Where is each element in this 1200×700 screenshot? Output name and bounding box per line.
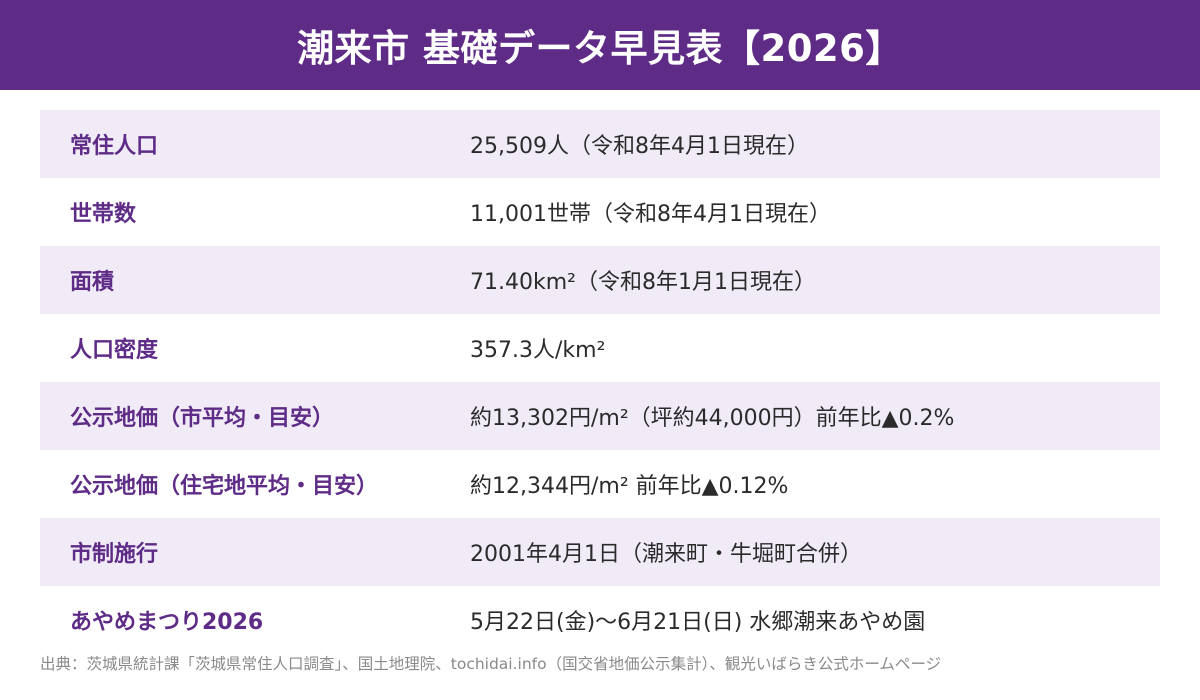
data-table: 常住人口 25,509人（令和8年4月1日現在） 世帯数 11,001世帯（令和… — [40, 110, 1160, 654]
page-title: 潮来市 基礎データ早見表【2026】 — [297, 27, 903, 70]
row-label: 世帯数 — [70, 202, 137, 227]
row-value: 25,509人（令和8年4月1日現在） — [470, 134, 809, 159]
row-value: 約13,302円/m²（坪約44,000円）前年比▲0.2% — [470, 406, 955, 431]
table-row-density: 人口密度 357.3人/km² — [40, 314, 1160, 382]
row-label: 公示地価（住宅地平均・目安） — [70, 474, 379, 499]
row-value: 357.3人/km² — [470, 338, 606, 363]
row-label: 面積 — [70, 270, 115, 295]
row-value: 11,001世帯（令和8年4月1日現在） — [470, 202, 831, 227]
row-label: 市制施行 — [70, 542, 159, 567]
table-row-iris-festival: あやめまつり2026 5月22日(金)〜6月21日(日) 水郷潮来あやめ園 — [40, 586, 1160, 654]
table-row-area: 面積 71.40km²（令和8年1月1日現在） — [40, 246, 1160, 314]
row-value: 2001年4月1日（潮来町・牛堀町合併） — [470, 542, 862, 567]
row-label: 公示地価（市平均・目安） — [70, 406, 335, 431]
page-header: 潮来市 基礎データ早見表【2026】 — [0, 0, 1200, 90]
table-row-city-established: 市制施行 2001年4月1日（潮来町・牛堀町合併） — [40, 518, 1160, 586]
row-label: あやめまつり2026 — [70, 610, 264, 635]
row-value: 約12,344円/m² 前年比▲0.12% — [470, 474, 789, 499]
source-note: 出典：茨城県統計課「茨城県常住人口調査」、国土地理院、tochidai.info… — [40, 655, 942, 673]
row-value: 71.40km²（令和8年1月1日現在） — [470, 270, 816, 295]
table-row-population: 常住人口 25,509人（令和8年4月1日現在） — [40, 110, 1160, 178]
table-row-land-price-city: 公示地価（市平均・目安） 約13,302円/m²（坪約44,000円）前年比▲0… — [40, 382, 1160, 450]
table-row-land-price-residential: 公示地価（住宅地平均・目安） 約12,344円/m² 前年比▲0.12% — [40, 450, 1160, 518]
row-label: 常住人口 — [70, 134, 159, 159]
row-label: 人口密度 — [70, 338, 159, 363]
row-value: 5月22日(金)〜6月21日(日) 水郷潮来あやめ園 — [470, 610, 926, 635]
table-row-households: 世帯数 11,001世帯（令和8年4月1日現在） — [40, 178, 1160, 246]
